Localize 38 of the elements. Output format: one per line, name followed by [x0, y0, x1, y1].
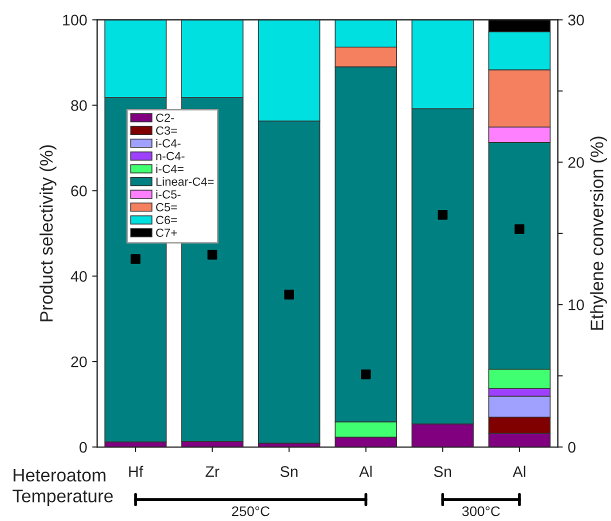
- x-tick-label: Al: [512, 466, 526, 477]
- y2-axis-title: Ethylene conversion (%): [590, 136, 607, 330]
- point: [130, 254, 140, 264]
- legend-label: i-C4-: [156, 138, 181, 148]
- legend-label: i-C4=: [156, 164, 184, 174]
- x-tick-label: Sn: [434, 466, 452, 477]
- text: Heteroatom: [14, 468, 106, 482]
- y2-tick-label: 30: [568, 14, 584, 26]
- legend-label: C6=: [156, 216, 177, 224]
- text: Temperature: [12, 490, 113, 506]
- y2-tick-label: 20: [568, 157, 584, 168]
- x-tick-label: Zr: [206, 466, 220, 477]
- y-tick-label: 80: [71, 100, 87, 111]
- x-tick-label: Al: [359, 466, 372, 477]
- legend-label: C5=: [156, 203, 177, 212]
- legend-label: C3=: [156, 126, 177, 135]
- legend-label: Linear-C4=: [156, 177, 214, 186]
- point: [361, 370, 371, 380]
- legend-label: C7+: [156, 228, 177, 237]
- point: [514, 224, 524, 234]
- y-axis-title: Product selectivity (%): [40, 145, 56, 322]
- legend-label: i-C5-: [156, 190, 181, 199]
- x-tick-label: Hf: [129, 466, 144, 477]
- text: 300°C: [462, 506, 500, 516]
- y-tick-label: 100: [63, 14, 87, 26]
- legend-label: C2-: [156, 114, 174, 122]
- y-tick-label: 60: [71, 186, 87, 196]
- y-tick-label: 0: [80, 442, 87, 453]
- point: [207, 250, 218, 260]
- y2-tick-label: 10: [568, 299, 584, 310]
- y-tick-label: 40: [70, 271, 87, 282]
- text: 250°C: [232, 506, 270, 516]
- point: [438, 210, 448, 220]
- x-tick-label: Sn: [280, 466, 298, 477]
- legend-label: n-C4-: [156, 152, 184, 160]
- y-tick-label: 20: [71, 356, 87, 368]
- y2-tick-label: 0: [568, 442, 576, 453]
- point: [284, 290, 294, 300]
